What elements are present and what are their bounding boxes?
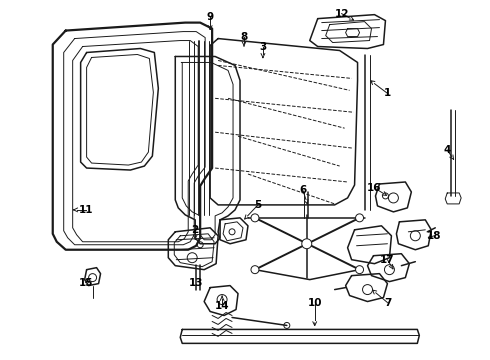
Circle shape: [229, 229, 235, 235]
Circle shape: [251, 266, 259, 274]
Circle shape: [251, 214, 259, 222]
Text: 10: 10: [308, 297, 322, 307]
Text: 5: 5: [254, 200, 262, 210]
Text: 3: 3: [259, 41, 267, 51]
Text: 14: 14: [215, 301, 229, 311]
Circle shape: [356, 214, 364, 222]
Circle shape: [302, 239, 312, 249]
Text: 11: 11: [78, 205, 93, 215]
Text: 9: 9: [207, 12, 214, 22]
Text: 16: 16: [367, 183, 382, 193]
Text: 17: 17: [380, 255, 395, 265]
Text: 2: 2: [192, 225, 199, 235]
Text: 18: 18: [427, 231, 441, 241]
Text: 7: 7: [384, 297, 391, 307]
Text: 4: 4: [443, 145, 451, 155]
Text: 13: 13: [189, 278, 203, 288]
Text: 15: 15: [78, 278, 93, 288]
Circle shape: [356, 266, 364, 274]
Text: 6: 6: [299, 185, 306, 195]
Text: 1: 1: [384, 88, 391, 98]
Text: 8: 8: [241, 32, 247, 41]
Text: 12: 12: [334, 9, 349, 19]
